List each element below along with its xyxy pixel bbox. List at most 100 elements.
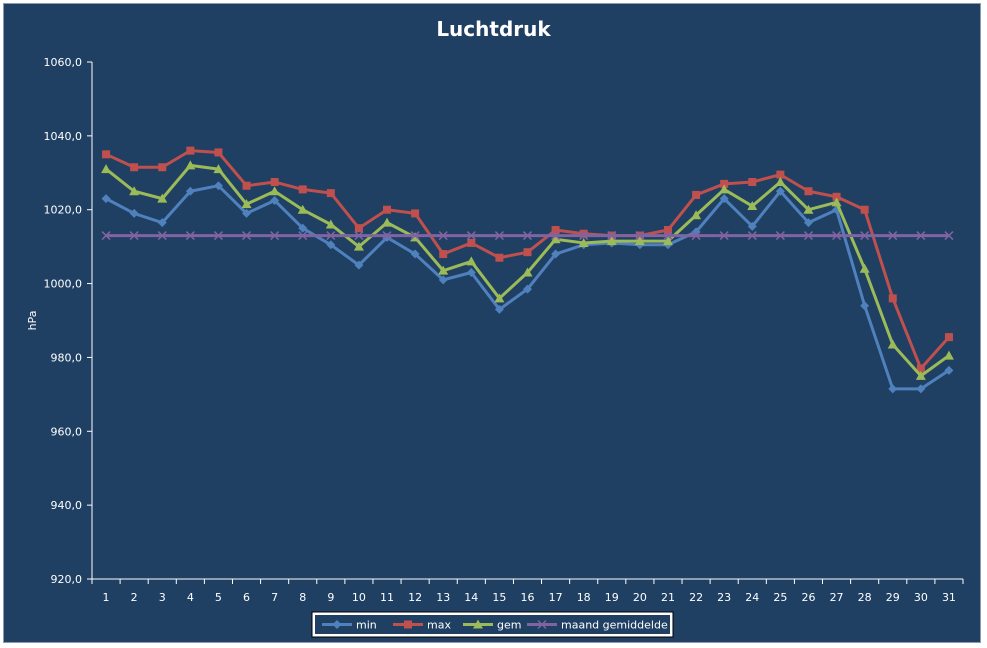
series-gem — [101, 160, 954, 380]
point-marker — [130, 163, 139, 172]
point-marker — [467, 238, 476, 247]
point-marker — [466, 231, 476, 241]
point-marker — [579, 231, 589, 241]
point-marker — [298, 223, 308, 233]
point-marker — [522, 267, 533, 277]
point-marker — [915, 370, 926, 380]
point-marker-stroke — [270, 231, 280, 241]
point-marker — [860, 231, 870, 241]
x-tick-label: 6 — [243, 591, 250, 604]
point-marker — [663, 231, 673, 241]
point-marker-stroke — [579, 231, 589, 241]
point-marker — [775, 186, 785, 196]
point-marker — [803, 204, 814, 214]
point-marker — [354, 231, 364, 241]
point-marker — [888, 231, 898, 241]
point-marker-stroke — [298, 231, 308, 241]
point-marker — [803, 231, 813, 241]
point-marker — [720, 179, 729, 188]
point-marker — [298, 231, 308, 241]
point-marker-stroke — [635, 231, 645, 241]
point-marker-stroke — [691, 231, 701, 241]
point-marker — [213, 231, 223, 241]
point-marker — [185, 160, 196, 170]
point-marker — [944, 333, 953, 342]
point-marker — [832, 192, 841, 201]
point-marker — [214, 148, 223, 157]
point-marker — [157, 193, 168, 203]
point-marker — [579, 229, 588, 238]
x-tick-label: 5 — [215, 591, 222, 604]
x-tick-label: 23 — [717, 591, 731, 604]
point-marker — [242, 208, 252, 218]
point-marker-stroke — [944, 231, 954, 241]
x-tick-label: 3 — [159, 591, 166, 604]
point-marker — [158, 163, 167, 172]
point-marker — [719, 231, 729, 241]
y-tick-label: 1040,0 — [44, 130, 83, 143]
point-marker — [775, 231, 785, 241]
x-tick-label: 4 — [187, 591, 194, 604]
point-marker — [692, 190, 701, 199]
point-marker — [719, 184, 730, 194]
point-marker — [747, 221, 757, 231]
point-marker — [157, 231, 167, 241]
point-marker — [270, 195, 280, 205]
x-tick-label: 8 — [299, 591, 306, 604]
point-marker — [776, 170, 785, 179]
point-marker — [804, 187, 813, 196]
point-marker — [129, 186, 140, 196]
legend-label: maand gemiddelde — [561, 619, 668, 632]
y-axis-title: hPa — [26, 311, 39, 331]
point-marker — [635, 231, 645, 241]
point-marker-stroke — [551, 231, 561, 241]
point-marker — [944, 231, 954, 241]
point-marker — [270, 231, 280, 241]
series-min — [101, 181, 954, 394]
point-marker — [578, 237, 589, 247]
y-tick-label: 1000,0 — [44, 278, 83, 291]
point-marker — [523, 248, 532, 257]
x-tick-label: 7 — [271, 591, 278, 604]
point-marker — [326, 240, 336, 250]
point-marker — [606, 236, 617, 246]
point-marker — [662, 236, 673, 246]
point-marker — [270, 178, 279, 187]
point-marker-stroke — [663, 231, 673, 241]
point-marker — [185, 186, 195, 196]
point-marker — [537, 619, 547, 630]
point-marker-stroke — [775, 231, 785, 241]
point-marker — [101, 194, 111, 204]
y-tick-labels: 920,0 940,0 960,0 980,0 1000,0 1020,0 1040,0 10… — [44, 56, 92, 586]
series-maand-gemiddelde — [101, 231, 954, 241]
point-marker — [297, 204, 308, 214]
point-marker — [439, 250, 448, 259]
point-marker — [185, 231, 195, 241]
point-marker — [494, 231, 504, 241]
point-marker-stroke — [242, 231, 252, 241]
point-marker — [354, 260, 364, 270]
point-marker — [888, 294, 897, 303]
point-marker — [213, 181, 223, 191]
point-marker-stroke — [888, 231, 898, 241]
point-marker — [832, 231, 842, 241]
point-marker-stroke — [129, 231, 139, 241]
point-marker-stroke — [438, 231, 448, 241]
point-marker — [102, 150, 111, 159]
y-tick-label: 940,0 — [51, 499, 83, 512]
point-marker — [550, 234, 561, 244]
point-marker — [298, 185, 307, 194]
x-tick-label: 19 — [605, 591, 619, 604]
point-marker — [129, 208, 139, 218]
chart-title: Luchtdruk — [436, 17, 551, 41]
x-tick-label: 21 — [661, 591, 675, 604]
point-marker-stroke — [747, 231, 757, 241]
point-marker — [353, 241, 364, 251]
point-marker-stroke — [494, 231, 504, 241]
point-marker-stroke — [537, 619, 547, 630]
x-tick-label: 31 — [942, 591, 956, 604]
point-marker — [860, 205, 869, 214]
point-marker — [411, 209, 420, 218]
point-marker-stroke — [185, 231, 195, 241]
